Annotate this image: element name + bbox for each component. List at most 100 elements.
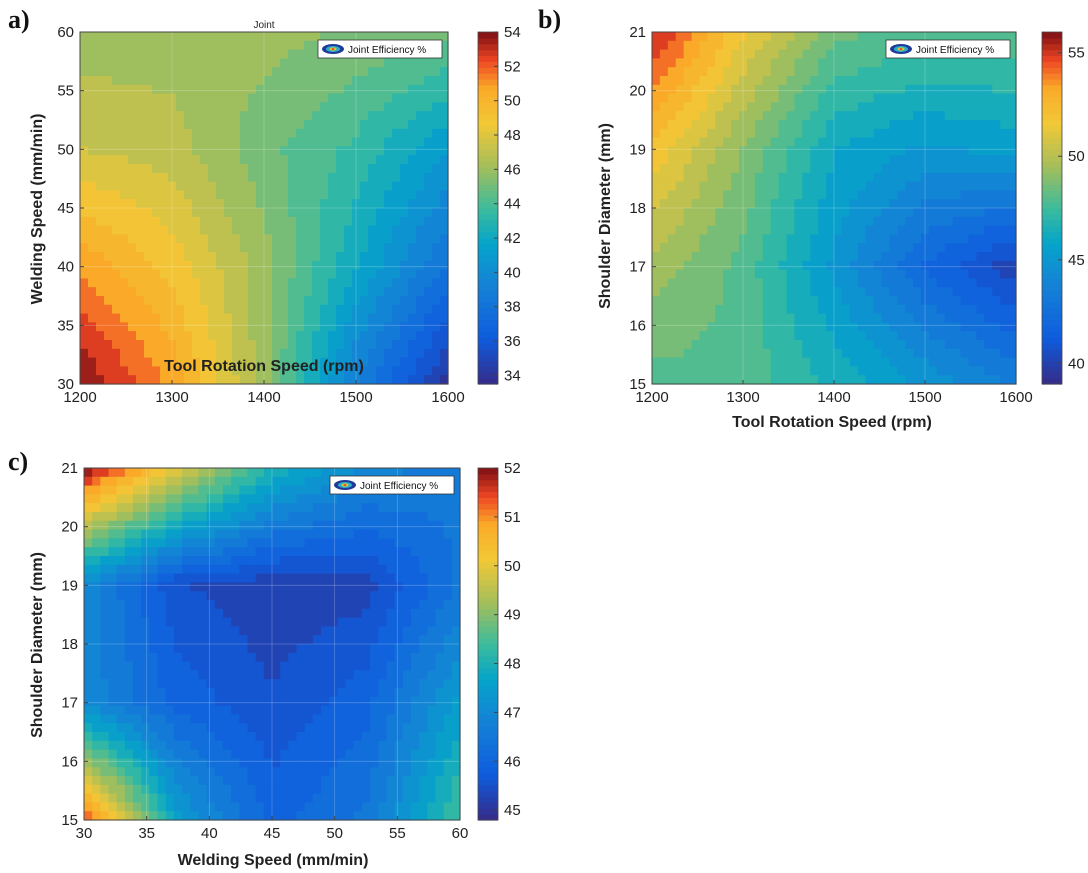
contour-cell — [96, 252, 105, 262]
contour-cell — [667, 181, 677, 191]
contour-cell — [1000, 84, 1009, 95]
contour-cell — [239, 476, 249, 487]
contour-cell — [424, 252, 433, 262]
contour-cell — [272, 617, 281, 627]
contour-cell — [272, 76, 281, 86]
contour-cell — [715, 216, 724, 227]
contour-cell — [440, 120, 449, 130]
contour-cell — [288, 49, 297, 59]
contour-cell — [889, 155, 898, 165]
contour-cell — [818, 331, 827, 341]
contour-cell — [136, 32, 145, 42]
contour-cell — [176, 155, 185, 165]
contour-cell — [337, 468, 347, 478]
contour-cell — [770, 313, 780, 323]
contour-cell — [328, 102, 337, 112]
colorbar-tick-label: 42 — [504, 230, 521, 247]
contour-cell — [88, 331, 97, 341]
contour-cell — [328, 357, 337, 367]
contour-cell — [128, 269, 137, 279]
contour-cell — [80, 340, 89, 350]
contour-cell — [739, 243, 748, 253]
contour-cell — [400, 375, 409, 385]
contour-cell — [905, 375, 914, 385]
contour-cell — [312, 225, 321, 235]
contour-cell — [329, 503, 338, 513]
colorbar-segment — [478, 360, 498, 367]
contour-cell — [208, 93, 217, 103]
contour-cell — [778, 76, 788, 86]
contour-cell — [865, 32, 875, 42]
contour-cell — [778, 111, 788, 121]
contour-cell — [312, 252, 321, 262]
contour-cell — [345, 591, 355, 601]
contour-cell — [976, 146, 985, 156]
contour-cell — [231, 652, 240, 663]
contour-cell — [112, 76, 121, 86]
contour-cell — [667, 357, 677, 367]
contour-cell — [913, 67, 922, 77]
contour-cell — [182, 503, 191, 513]
contour-cell — [976, 260, 985, 271]
contour-cell — [770, 269, 780, 279]
contour-cell — [376, 331, 385, 341]
contour-cell — [200, 137, 209, 147]
contour-cell — [345, 520, 355, 531]
contour-cell — [312, 234, 321, 244]
contour-cell — [992, 120, 1001, 130]
contour-cell — [141, 591, 150, 601]
contour-cell — [280, 155, 289, 165]
contour-cell — [770, 357, 780, 367]
contour-cell — [416, 120, 425, 130]
contour-cell — [921, 32, 930, 42]
contour-cell — [152, 146, 161, 156]
contour-cell — [280, 503, 289, 513]
colorbar-segment — [478, 155, 498, 162]
contour-cell — [224, 208, 233, 218]
contour-cell — [272, 626, 281, 636]
contour-cell — [921, 67, 930, 77]
contour-cell — [344, 84, 353, 95]
contour-cell — [794, 331, 803, 341]
contour-cell — [144, 287, 153, 297]
contour-cell — [80, 111, 89, 121]
contour-cell — [208, 146, 217, 156]
contour-cell — [739, 49, 748, 59]
contour-cell — [329, 573, 338, 583]
contour-cell — [176, 269, 185, 279]
contour-cell — [402, 556, 412, 566]
contour-cell — [200, 102, 209, 112]
colorbar-segment — [478, 348, 498, 356]
contour-cell — [739, 304, 748, 315]
contour-cell — [328, 67, 337, 77]
contour-cell — [731, 155, 740, 165]
contour-cell — [288, 538, 298, 548]
contour-cell — [873, 67, 883, 77]
contour-cell — [312, 172, 321, 183]
contour-cell — [410, 626, 420, 636]
contour-cell — [424, 357, 433, 367]
contour-cell — [296, 340, 305, 350]
contour-cell — [376, 102, 385, 112]
contour-cell — [168, 199, 177, 209]
contour-cell — [272, 172, 281, 183]
contour-cell — [675, 181, 685, 191]
contour-cell — [699, 181, 708, 191]
contour-cell — [152, 304, 161, 315]
contour-cell — [1008, 181, 1017, 191]
contour-cell — [810, 76, 819, 86]
contour-cell — [176, 208, 185, 218]
contour-cell — [168, 366, 177, 376]
contour-cell — [168, 278, 177, 288]
contour-cell — [451, 652, 461, 663]
contour-cell — [778, 269, 788, 279]
contour-cell — [794, 357, 803, 367]
contour-cell — [754, 260, 764, 271]
contour-cell — [231, 512, 240, 522]
contour-cell — [152, 225, 161, 235]
contour-cell — [905, 32, 914, 42]
contour-cell — [424, 269, 433, 279]
contour-cell — [360, 111, 369, 121]
contour-cell — [92, 485, 101, 495]
contour-cell — [232, 357, 241, 367]
